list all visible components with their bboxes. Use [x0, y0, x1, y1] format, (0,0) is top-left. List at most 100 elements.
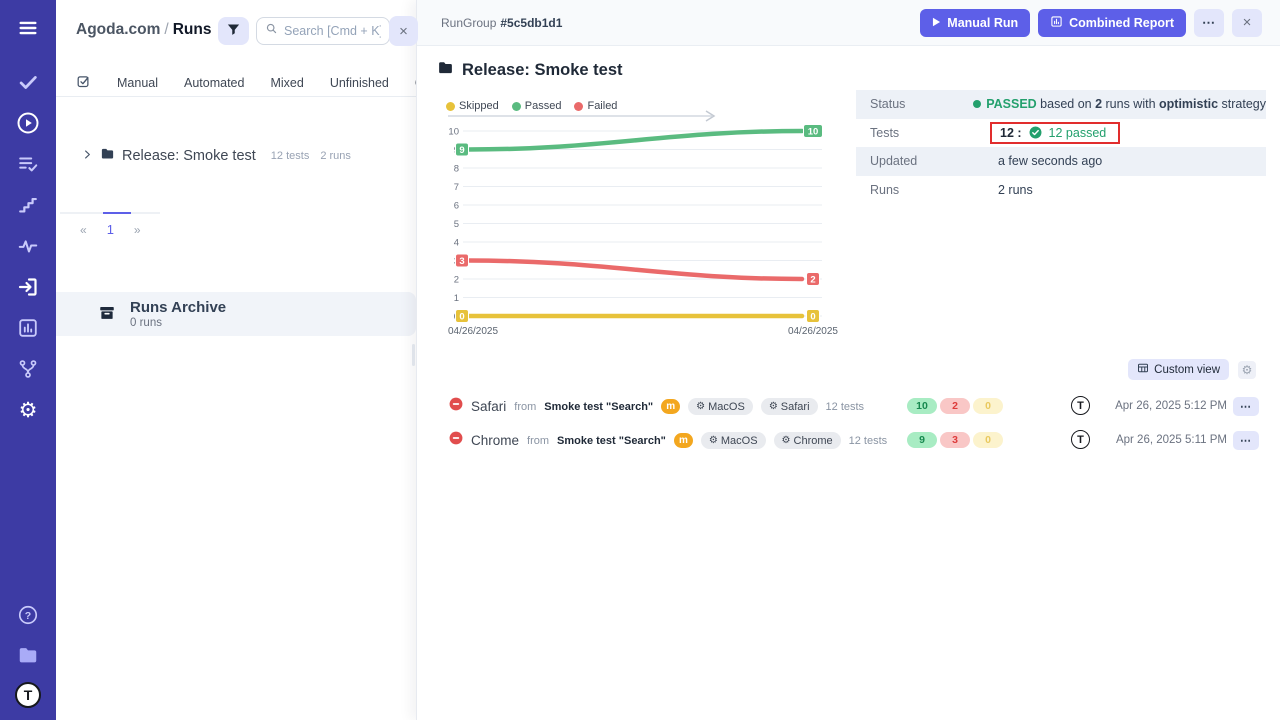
play-circle-icon[interactable]: [14, 110, 42, 136]
run-result-counts: 10 2 0: [907, 398, 1003, 414]
gear-icon: ⚙: [708, 435, 718, 446]
tab-manual[interactable]: Manual: [117, 76, 158, 90]
svg-text:4: 4: [454, 238, 459, 249]
rungroup-details-table: Status PASSED based on 2 runs with optim…: [856, 90, 1266, 204]
tab-unfinished[interactable]: Unfinished: [329, 76, 389, 90]
run-more-button[interactable]: ⋯: [1233, 431, 1259, 450]
rungroup-title: Release: Smoke test: [437, 59, 623, 81]
manual-badge: m: [673, 433, 693, 448]
rungroup-detail-panel: RunGroup #5c5db1d1 Manual Run Combined R…: [416, 0, 1280, 720]
custom-view-button[interactable]: Custom view: [1128, 359, 1229, 380]
pagination-prev-button[interactable]: «: [80, 222, 87, 237]
report-icon[interactable]: [14, 315, 42, 341]
breadcrumb-project[interactable]: Agoda.com: [76, 21, 161, 38]
list-check-icon[interactable]: [14, 151, 42, 177]
archive-count: 0 runs: [130, 316, 162, 329]
steps-icon[interactable]: [14, 192, 42, 218]
rungroup-topbar: RunGroup #5c5db1d1 Manual Run Combined R…: [417, 0, 1280, 46]
manual-badge: m: [661, 399, 681, 414]
rungroup-id: #5c5db1d1: [500, 15, 563, 30]
branch-icon[interactable]: [14, 356, 42, 382]
view-settings-gear-icon[interactable]: ⚙: [1238, 360, 1256, 379]
runs-count-value: 2 runs: [998, 182, 1033, 197]
profile-avatar[interactable]: T: [14, 682, 42, 708]
failed-count-pill: 3: [940, 432, 970, 448]
svg-text:04/26/2025: 04/26/2025: [788, 326, 838, 337]
run-row-safari[interactable]: Safari from Smoke test "Search" m ⚙ MacOS…: [437, 392, 1265, 421]
tab-select-icon[interactable]: [76, 74, 91, 92]
search-input[interactable]: [284, 24, 381, 38]
svg-text:6: 6: [454, 201, 459, 212]
pagination-next-button[interactable]: »: [133, 222, 141, 237]
detail-row-status: Status PASSED based on 2 runs with optim…: [856, 90, 1266, 119]
detail-row-tests: Tests 12 : 12 passed: [856, 119, 1266, 148]
run-more-button[interactable]: ⋯: [1233, 397, 1259, 416]
svg-text:8: 8: [454, 164, 459, 175]
passed-dot-icon: [511, 101, 521, 111]
projects-folder-icon[interactable]: [14, 642, 42, 668]
run-row-chrome[interactable]: Chrome from Smoke test "Search" m ⚙ MacOS…: [437, 426, 1265, 455]
filter-funnel-icon: [226, 22, 241, 40]
custom-view-row: Custom view ⚙: [1128, 359, 1256, 380]
gear-icon: ⚙: [768, 401, 778, 412]
skipped-count-pill: 0: [973, 432, 1003, 448]
rungroup-tree-item[interactable]: Release: Smoke test 12 tests 2 runs: [56, 143, 416, 169]
tab-mixed[interactable]: Mixed: [270, 76, 304, 90]
run-source: Smoke test "Search": [557, 434, 666, 447]
svg-text:2: 2: [454, 275, 459, 286]
run-name[interactable]: Chrome: [471, 433, 520, 448]
svg-text:04/26/2025: 04/26/2025: [448, 326, 498, 337]
activity-icon[interactable]: [14, 233, 42, 259]
bar-chart-icon: [1050, 15, 1063, 31]
gear-icon: ⚙: [781, 435, 791, 446]
legend-item-passed[interactable]: Passed: [511, 100, 561, 112]
detail-row-runs: Runs 2 runs: [856, 176, 1266, 205]
settings-gear-icon[interactable]: ⚙: [14, 397, 42, 423]
run-date: Apr 26, 2025 5:12 PM: [1115, 400, 1227, 412]
check-icon[interactable]: [14, 69, 42, 95]
close-panel-button[interactable]: ×: [1232, 8, 1262, 37]
manual-run-button[interactable]: Manual Run: [920, 8, 1031, 37]
pagination-page-1[interactable]: 1: [106, 222, 114, 237]
tab-grouped[interactable]: Groups: [415, 76, 416, 90]
run-result-counts: 9 3 0: [907, 432, 1003, 448]
more-options-button[interactable]: ⋯: [1194, 8, 1224, 37]
chart-legend: Skipped Passed Failed: [446, 100, 617, 112]
run-from-label: from: [514, 400, 537, 413]
run-source: Smoke test "Search": [544, 400, 654, 413]
breadcrumb-section: Runs: [172, 21, 212, 38]
filter-button[interactable]: [218, 17, 249, 45]
env-browser-pill: ⚙ Safari: [760, 398, 818, 415]
tab-automated[interactable]: Automated: [184, 76, 245, 90]
svg-text:10: 10: [448, 127, 459, 138]
avatar: T: [1071, 430, 1090, 449]
checkbox-check-icon: [76, 76, 91, 92]
passed-count-pill: 10: [907, 398, 937, 414]
run-date: Apr 26, 2025 5:11 PM: [1115, 434, 1227, 446]
menu-icon[interactable]: [14, 15, 42, 41]
timeline-arrow-icon: [448, 110, 716, 122]
svg-text:1: 1: [454, 293, 459, 304]
tests-annotation-box: 12 : 12 passed: [990, 121, 1121, 144]
svg-text:2: 2: [810, 275, 815, 286]
passed-count-pill: 9: [907, 432, 937, 448]
chevron-right-icon[interactable]: [82, 147, 93, 165]
legend-item-skipped[interactable]: Skipped: [446, 100, 499, 112]
panel-close-overlay-button[interactable]: ×: [389, 16, 418, 46]
avatar: T: [1071, 396, 1090, 415]
tree-item-name[interactable]: Release: Smoke test: [122, 148, 256, 164]
run-name[interactable]: Safari: [471, 399, 507, 414]
play-icon: [932, 16, 941, 30]
rungroup-type-label: RunGroup: [441, 15, 497, 30]
svg-text:5: 5: [454, 219, 459, 230]
help-icon[interactable]: ?: [14, 602, 42, 628]
tree-item-tests-count: 12 tests: [270, 150, 310, 162]
svg-text:3: 3: [459, 256, 464, 267]
combined-report-button[interactable]: Combined Report: [1038, 8, 1186, 37]
scrollbar-thumb[interactable]: [412, 344, 415, 366]
legend-item-failed[interactable]: Failed: [574, 100, 617, 112]
runs-archive-item[interactable]: Runs Archive 0 runs: [56, 292, 416, 336]
import-icon[interactable]: [14, 274, 42, 300]
